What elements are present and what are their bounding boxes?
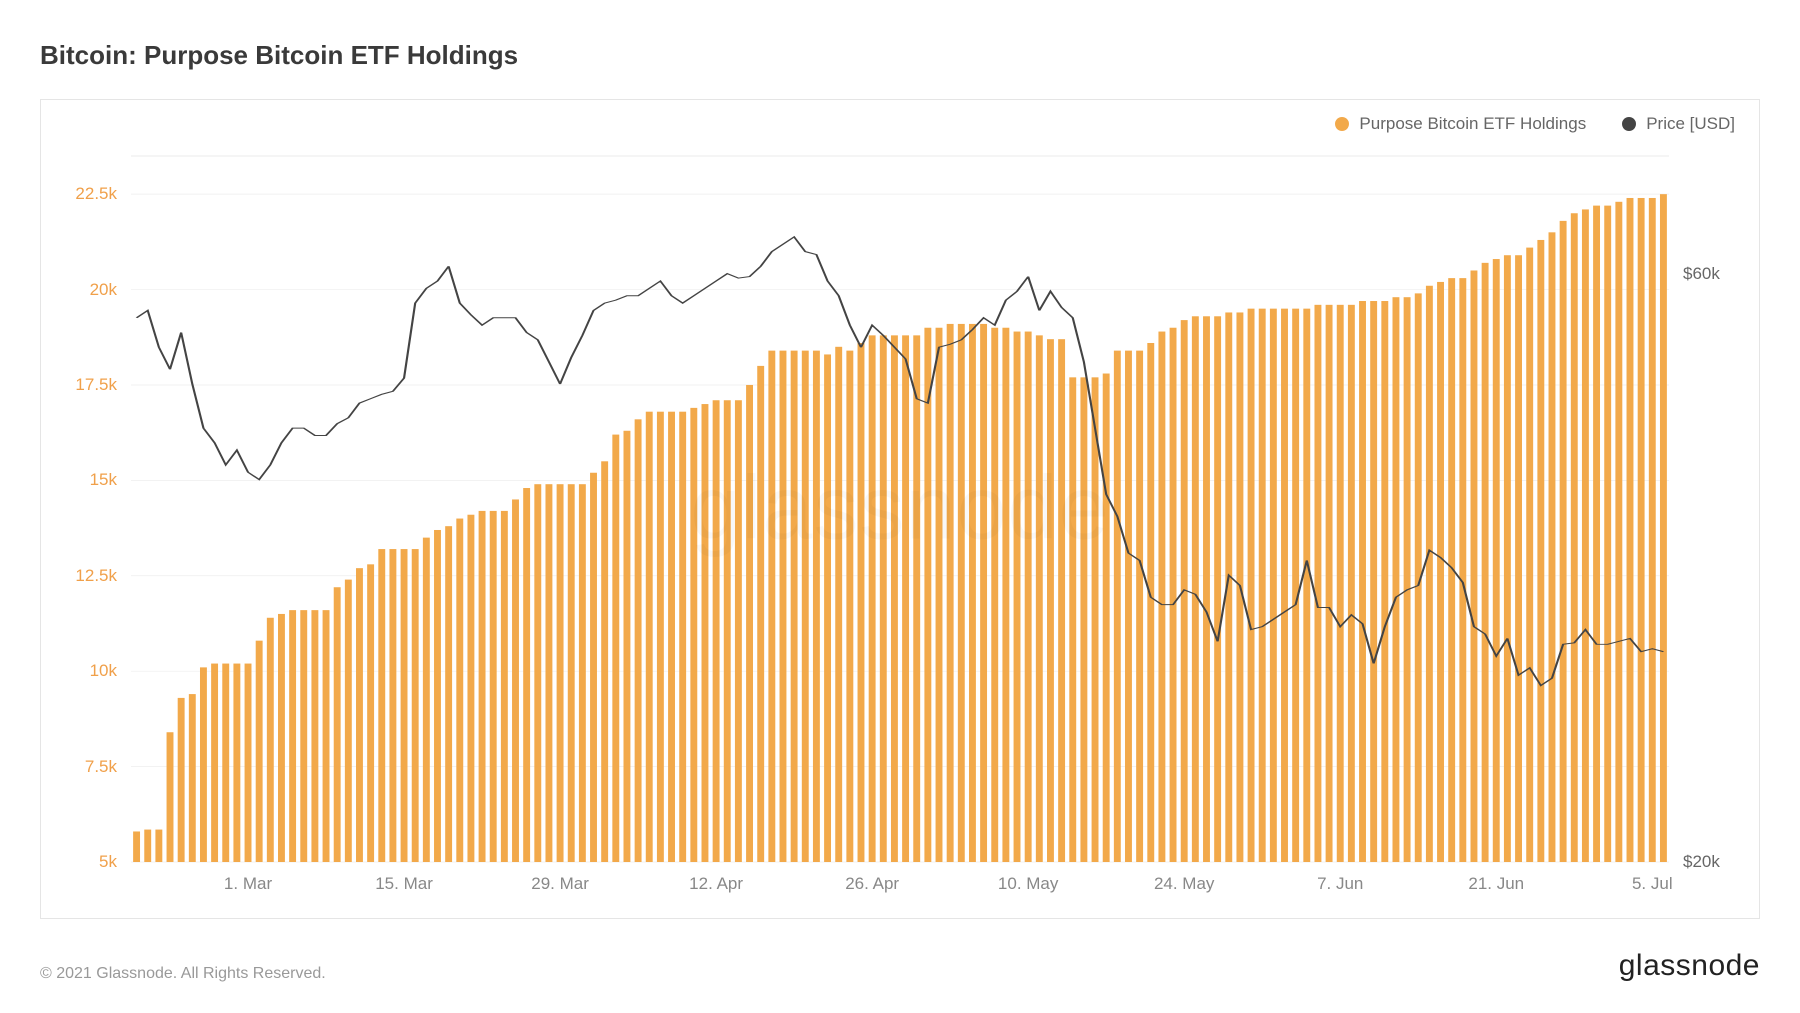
x-tick: 29. Mar bbox=[531, 874, 589, 894]
x-tick: 21. Jun bbox=[1468, 874, 1524, 894]
y-left-tick: 20k bbox=[90, 280, 117, 300]
copyright: © 2021 Glassnode. All Rights Reserved. bbox=[40, 965, 326, 983]
legend-item-holdings: Purpose Bitcoin ETF Holdings bbox=[1335, 114, 1586, 134]
x-tick: 5. Jul bbox=[1632, 874, 1673, 894]
y-right-tick: $20k bbox=[1683, 852, 1720, 872]
chart-title: Bitcoin: Purpose Bitcoin ETF Holdings bbox=[40, 40, 1760, 71]
x-tick: 24. May bbox=[1154, 874, 1214, 894]
legend: Purpose Bitcoin ETF Holdings Price [USD] bbox=[1335, 114, 1735, 134]
chart-container: Purpose Bitcoin ETF Holdings Price [USD]… bbox=[40, 99, 1760, 919]
y-left-tick: 17.5k bbox=[75, 375, 117, 395]
footer: © 2021 Glassnode. All Rights Reserved. g… bbox=[40, 949, 1760, 983]
y-left-tick: 22.5k bbox=[75, 184, 117, 204]
y-left-tick: 7.5k bbox=[85, 757, 117, 777]
x-tick: 1. Mar bbox=[224, 874, 272, 894]
y-right-tick: $60k bbox=[1683, 264, 1720, 284]
y-left-tick: 5k bbox=[99, 852, 117, 872]
legend-swatch-holdings bbox=[1335, 117, 1349, 131]
legend-label-price: Price [USD] bbox=[1646, 114, 1735, 134]
x-tick: 15. Mar bbox=[375, 874, 433, 894]
brand-logo: glassnode bbox=[1619, 949, 1760, 983]
x-tick: 7. Jun bbox=[1317, 874, 1363, 894]
y-left-tick: 12.5k bbox=[75, 566, 117, 586]
chart-svg bbox=[131, 156, 1669, 862]
x-tick: 12. Apr bbox=[689, 874, 743, 894]
y-left-tick: 15k bbox=[90, 470, 117, 490]
legend-label-holdings: Purpose Bitcoin ETF Holdings bbox=[1359, 114, 1586, 134]
legend-item-price: Price [USD] bbox=[1622, 114, 1735, 134]
x-tick: 10. May bbox=[998, 874, 1058, 894]
x-tick: 26. Apr bbox=[845, 874, 899, 894]
plot-area: glassnode 5k7.5k10k12.5k15k17.5k20k22.5k… bbox=[131, 156, 1669, 862]
y-left-tick: 10k bbox=[90, 661, 117, 681]
legend-swatch-price bbox=[1622, 117, 1636, 131]
